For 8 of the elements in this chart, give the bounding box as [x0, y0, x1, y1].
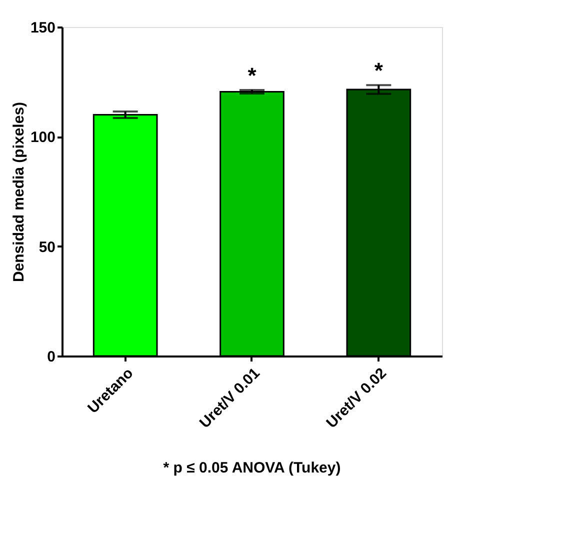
y-tick-label: 150 — [30, 20, 56, 36]
y-axis-title: Densidad media (pixeles) — [10, 102, 28, 282]
annotation: * — [248, 62, 257, 88]
y-tick-label: 0 — [47, 348, 56, 366]
text: * p ≤ 0.05 ANOVA (Tukey) — [163, 459, 341, 476]
annotation: * — [374, 58, 384, 84]
y-tick-label: 50 — [38, 238, 56, 256]
y-tick-label: 100 — [30, 129, 56, 146]
